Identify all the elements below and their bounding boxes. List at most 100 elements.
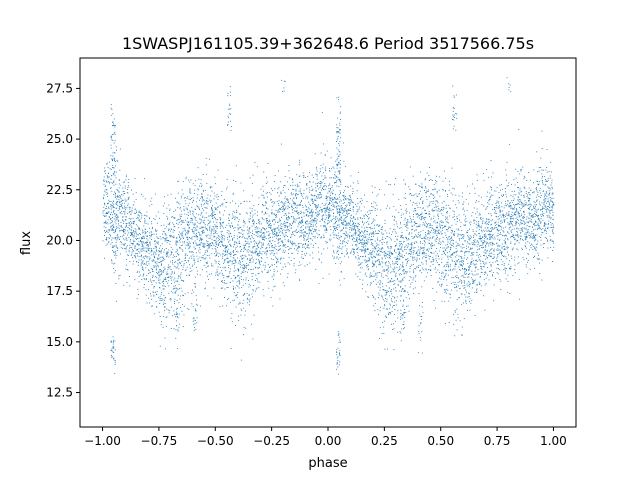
data-point [384,305,386,307]
data-point [256,232,258,233]
data-point [164,279,166,280]
data-point [177,241,179,243]
data-point [272,305,274,307]
data-point [185,253,187,255]
data-point [158,258,160,260]
data-point [350,210,351,211]
data-point [415,193,417,195]
data-point [233,211,235,213]
data-point [230,253,232,255]
data-point [203,204,205,206]
data-point [403,290,405,292]
data-point [201,269,203,271]
data-point [310,229,312,231]
data-point [315,212,317,214]
data-point [143,269,145,271]
data-point [231,321,233,323]
data-point [285,230,287,232]
data-point [175,290,177,292]
data-point [249,200,251,202]
data-point [142,245,144,247]
data-point [153,233,155,235]
data-point [257,258,259,260]
data-point [116,159,118,161]
data-point [327,196,329,198]
data-point [144,241,146,243]
data-point [412,238,414,240]
data-point [295,190,297,192]
data-point [198,206,200,208]
data-point [193,246,195,248]
data-point [117,210,119,211]
data-point [256,226,258,227]
data-point [187,230,189,232]
data-point [307,223,309,225]
data-point [393,284,395,285]
data-point [138,245,140,247]
data-point [154,257,155,259]
data-point [209,273,210,275]
data-point [231,313,233,315]
data-point [200,240,202,242]
data-point [377,239,378,241]
data-point [299,230,301,231]
data-point [389,290,391,292]
data-point [207,229,209,231]
data-point [104,257,105,259]
data-point [113,206,115,208]
data-point [240,232,242,234]
data-point [189,251,191,252]
data-point [103,202,105,204]
data-point [104,171,106,173]
data-point [227,236,229,238]
data-point [151,298,152,300]
data-point [241,249,243,251]
data-point [397,258,399,260]
data-point [307,245,309,247]
data-point [318,283,320,285]
data-point [398,268,400,270]
data-point [220,240,222,242]
data-point [225,202,227,203]
data-point [191,270,193,272]
data-point [384,290,386,291]
data-point [180,262,182,264]
data-point [341,248,343,250]
data-point [208,158,210,160]
data-point [414,208,416,210]
data-point [280,257,282,259]
data-point [364,250,366,252]
data-point [405,311,407,313]
data-point [342,242,344,244]
data-point [203,258,205,260]
data-point [325,202,327,204]
data-point [179,238,181,240]
data-point [119,206,120,207]
data-point [349,195,351,197]
data-point [309,215,311,217]
data-point [185,269,187,271]
data-point [230,255,232,257]
data-point [299,192,301,194]
data-point [180,233,182,235]
data-point [189,251,191,253]
data-point [322,172,324,174]
data-point [220,218,222,220]
data-point [350,201,352,203]
data-point [354,219,356,220]
data-point [354,234,356,236]
data-point [246,265,248,267]
data-point [157,266,159,268]
data-point [235,246,237,248]
data-point [114,196,116,198]
data-point [221,191,223,193]
data-point [405,272,407,274]
data-point [133,201,135,203]
data-point [237,268,239,270]
data-point [205,207,207,209]
data-point [163,231,165,233]
data-point [201,184,203,186]
data-point [331,201,332,202]
data-point [106,189,108,191]
data-point [146,247,148,249]
